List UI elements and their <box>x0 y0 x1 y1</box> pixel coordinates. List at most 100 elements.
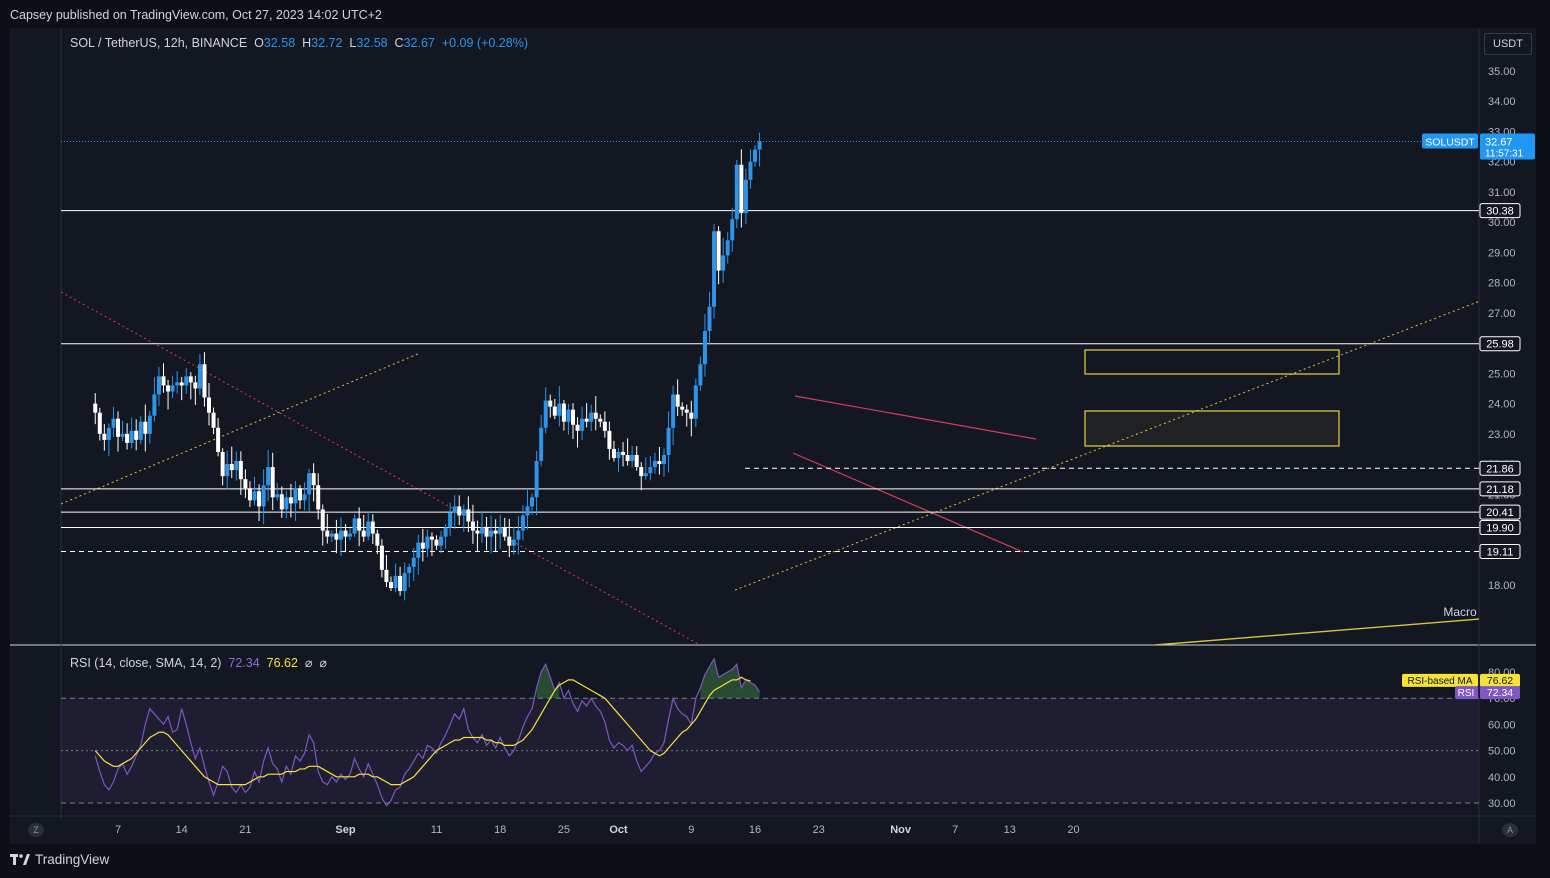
candle-body <box>753 149 757 162</box>
candle-body <box>730 219 735 241</box>
publish-note: Capsey published on TradingView.com, Oct… <box>10 8 382 22</box>
open-label: O <box>254 36 264 50</box>
rsi-indicator-name[interactable]: RSI (14, close, SMA, 14, 2) <box>70 656 222 670</box>
price-tick-label: 24.00 <box>1488 399 1516 411</box>
candle-body <box>384 569 389 582</box>
candle-body <box>571 409 575 425</box>
candle-body <box>702 331 707 365</box>
rsi-overbought-fill <box>700 658 760 699</box>
candle-body <box>429 536 434 540</box>
price-tick-label: 29.00 <box>1488 247 1516 259</box>
candle-body <box>525 506 530 516</box>
currency-button[interactable]: USDT <box>1484 33 1532 55</box>
candle-body <box>648 467 653 474</box>
candle-body <box>575 424 580 431</box>
time-tick-label: 18 <box>494 824 506 836</box>
auto-scale-left-button[interactable]: Z <box>28 823 44 837</box>
tradingview-brand[interactable]: TradingView <box>10 852 109 867</box>
rsi-legend-value: 72.34 <box>228 656 260 670</box>
brand-name: TradingView <box>35 852 110 867</box>
time-tick-label: 7 <box>115 824 121 836</box>
candle-body <box>420 542 425 549</box>
candle-body <box>202 364 207 398</box>
candle-body <box>721 255 726 271</box>
open-value: 32.58 <box>263 36 296 50</box>
candle-body <box>311 473 316 486</box>
candle-body <box>443 527 448 537</box>
level-tag-label: 20.41 <box>1486 507 1514 519</box>
symbol-legend: SOL / TetherUS, 12h, BINANCE O32.58 H32.… <box>70 36 528 50</box>
candle-body <box>247 488 252 501</box>
candle-body <box>152 394 157 416</box>
low-value: 32.58 <box>356 36 388 50</box>
candle-body <box>93 403 98 413</box>
candle-body <box>502 527 507 537</box>
macro-annotation: Macro <box>1443 605 1477 619</box>
candle-body <box>357 518 362 531</box>
candle-body <box>480 527 484 534</box>
candle-body <box>662 454 666 465</box>
close-value: 32.67 <box>403 36 435 50</box>
candle-body <box>707 306 712 332</box>
level-tag-box <box>1479 481 1521 497</box>
time-tick-label: 23 <box>813 824 825 836</box>
candle-body <box>257 491 262 507</box>
candle-body <box>684 409 689 413</box>
time-tick-label: 13 <box>1004 824 1016 836</box>
candle-body <box>402 572 407 592</box>
candle-body <box>475 530 480 534</box>
chart-frame[interactable]: 35.00 34.00 33.00 32.00 31.00 30.00 29.00 28.00… <box>10 28 1536 844</box>
candle-body <box>652 461 657 468</box>
candle-body <box>97 412 102 434</box>
price-tick-label: 30.00 <box>1488 217 1516 229</box>
price-tick-label: 23.00 <box>1488 429 1516 441</box>
candle-body <box>316 485 321 510</box>
rsi-tick-label: 30.00 <box>1488 798 1516 810</box>
candle-body <box>129 430 134 443</box>
candle-body <box>734 164 739 220</box>
candle-body <box>243 479 248 489</box>
trendline-resistance <box>61 291 701 645</box>
rsi-name-label: RSI <box>1458 688 1475 699</box>
candle-body <box>580 418 585 431</box>
candle-body <box>275 494 280 498</box>
candle-body <box>593 412 598 419</box>
candle-body <box>298 488 302 501</box>
rsi-settings-icon[interactable]: ⌀ <box>319 656 327 670</box>
rsi-overbought-fill <box>536 664 560 699</box>
candle-body <box>561 403 566 422</box>
candle-body <box>348 533 353 537</box>
rsi-ma-name-tag <box>1402 673 1478 687</box>
time-tick-label: 20 <box>1067 824 1079 836</box>
level-tag-box <box>1479 543 1521 559</box>
candle-body <box>279 494 284 510</box>
candle-body <box>566 409 571 422</box>
candle-body <box>470 521 475 531</box>
candle-body <box>102 433 107 440</box>
rsi-tick-label: 50.00 <box>1488 746 1516 758</box>
auto-scale-right-button[interactable]: A <box>1502 823 1518 837</box>
rsi-visibility-icon[interactable]: ⌀ <box>304 656 313 670</box>
price-tick-label: 35.00 <box>1488 66 1516 78</box>
time-tick-label: Oct <box>609 824 628 836</box>
time-tick-label: Sep <box>335 824 355 836</box>
zone-box-lower <box>1084 410 1340 447</box>
candle-body <box>106 427 111 440</box>
candle-body <box>197 364 202 389</box>
candle-body <box>175 382 180 386</box>
candle-body <box>657 461 662 465</box>
candle-body <box>116 418 120 437</box>
level-tag-label: 21.86 <box>1486 463 1514 475</box>
candle-body <box>366 521 371 537</box>
chart-canvas[interactable]: 35.00 34.00 33.00 32.00 31.00 30.00 29.00 28.00… <box>10 28 1536 844</box>
price-tick-label: 28.00 <box>1488 278 1516 290</box>
level-tag-box <box>1479 520 1521 536</box>
candle-body <box>147 415 152 434</box>
level-tag-box <box>1479 460 1521 476</box>
candle-body <box>334 533 339 540</box>
candle-body <box>352 518 357 534</box>
symbol-name[interactable]: SOL / TetherUS, 12h, BINANCE <box>70 36 248 50</box>
candle-body <box>138 421 143 440</box>
candle-body <box>207 397 211 413</box>
candle-body <box>621 451 626 455</box>
